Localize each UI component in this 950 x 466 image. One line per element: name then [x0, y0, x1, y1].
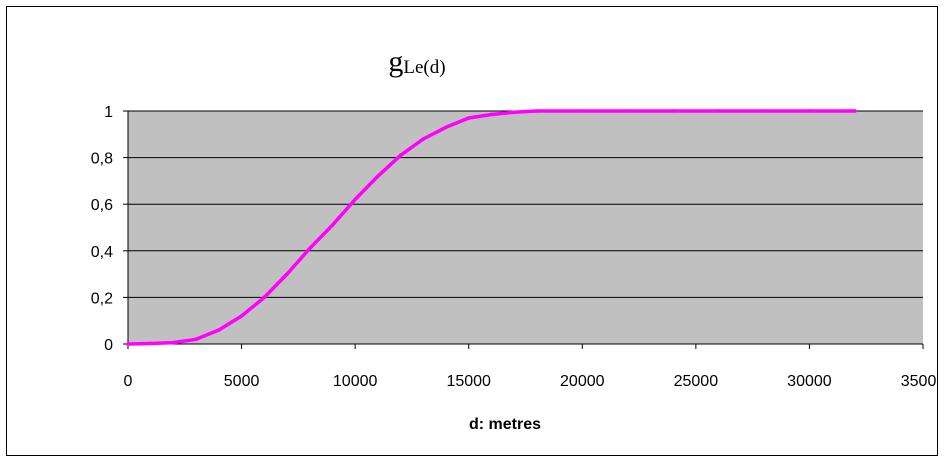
x-tick-label-4: 20000 — [560, 373, 605, 390]
y-tick-label-2: 0,4 — [91, 244, 113, 261]
data-point-0-25 — [853, 109, 857, 113]
data-point-0-10 — [353, 197, 357, 202]
data-point-0-23 — [762, 109, 766, 113]
data-point-0-12 — [398, 153, 403, 158]
x-tick-label-0: 0 — [124, 373, 133, 390]
data-point-0-13 — [421, 137, 426, 141]
x-tick-label-5: 25000 — [674, 373, 719, 390]
x-tick-label-3: 15000 — [446, 373, 491, 390]
x-tick-label-2: 10000 — [333, 373, 378, 390]
data-point-0-9 — [330, 223, 335, 227]
chart-svg: 0 0,2 0,4 0,6 0,8 1 0 5000 10000 15000 20000 25000 3… — [91, 45, 937, 433]
data-point-0-17 — [512, 110, 516, 114]
data-point-0-24 — [807, 109, 812, 113]
data-point-0-20 — [625, 109, 630, 113]
data-point-0-11 — [376, 174, 380, 178]
data-point-0-5 — [239, 314, 244, 318]
data-point-0-16 — [489, 112, 494, 117]
data-point-0-8 — [307, 246, 312, 251]
plot-area — [128, 111, 923, 344]
series-line-0 — [126, 109, 857, 346]
y-tick-label-0: 0 — [104, 337, 113, 354]
data-point-0-3 — [194, 337, 198, 342]
y-tick-label-3: 0,6 — [91, 197, 113, 214]
chart-frame: 0 0,2 0,4 0,6 0,8 1 0 5000 10000 15000 20000 25000 3… — [6, 6, 938, 456]
data-point-0-14 — [444, 125, 448, 130]
data-point-0-1 — [148, 341, 153, 346]
data-point-0-21 — [671, 109, 675, 113]
data-point-0-4 — [217, 328, 221, 332]
data-point-0-19 — [580, 109, 585, 113]
y-tick-label-1: 0,2 — [91, 290, 113, 307]
y-tick-label-5: 1 — [104, 104, 113, 121]
y-tick-label-4: 0,8 — [91, 151, 113, 168]
x-tick-label-6: 30000 — [787, 373, 832, 390]
data-point-0-15 — [466, 116, 471, 120]
x-tick-label-1: 5000 — [224, 373, 260, 390]
data-point-0-6 — [262, 295, 267, 300]
x-tick-label-7: 35000 — [901, 373, 937, 390]
x-axis-title: d: metres — [469, 416, 541, 433]
data-point-0-18 — [535, 109, 539, 113]
data-point-0-22 — [716, 109, 721, 113]
data-point-0-7 — [285, 272, 289, 276]
data-point-0-0 — [126, 342, 130, 346]
chart-title: gLe(d) — [388, 45, 445, 78]
data-point-0-2 — [171, 340, 176, 345]
